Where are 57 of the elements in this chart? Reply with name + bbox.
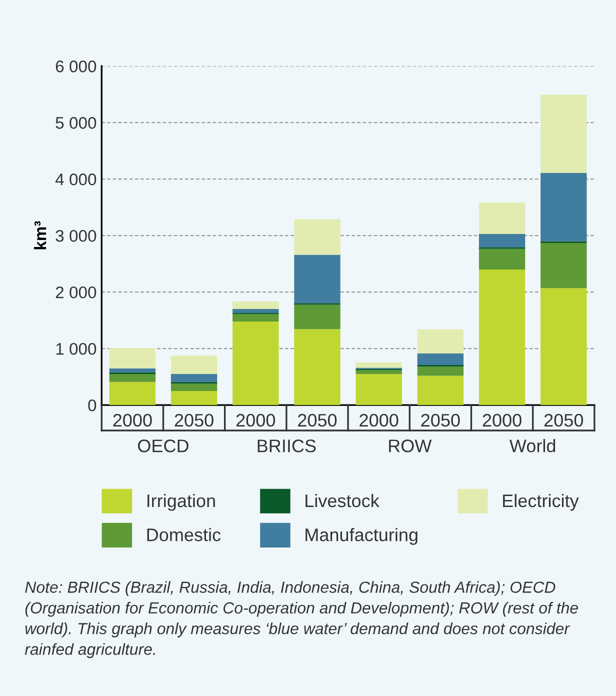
bar (170, 390, 218, 406)
bar (356, 362, 402, 368)
x-tick-label: 2000 (360, 414, 398, 427)
text: ROW (389, 440, 432, 452)
bar (540, 94, 587, 173)
bar (109, 348, 156, 368)
bar (356, 370, 402, 374)
legend-label: Irrigation (147, 494, 215, 511)
bar (294, 219, 340, 255)
text: OECD (138, 440, 188, 452)
y-tick-label: 3 000 (56, 230, 96, 242)
bar (417, 376, 464, 406)
legend-label: Livestock (306, 494, 380, 508)
bar (170, 384, 218, 391)
bar (417, 353, 464, 365)
bar (417, 366, 464, 376)
bar (294, 304, 340, 330)
bar (540, 242, 587, 288)
y-tick-label: 4 000 (55, 174, 96, 186)
x-tick-label: 2050 (421, 414, 460, 427)
bar (109, 374, 156, 382)
bar (540, 288, 587, 406)
bar (294, 329, 340, 406)
bar (232, 321, 279, 406)
y-tick-label: 5 000 (56, 117, 96, 129)
text: Note: BRIICS (Brazil, Russia, India, Indonesia, China, South Africa); OECD (Organisation for Economic Co-operation and Development); ROW (rest of the world). This graph only measures ‘blue water’ demand and does not consider rainfed agriculture. (24, 581, 578, 658)
x-tick-label: 2000 (482, 414, 522, 427)
x-tick-label: 2050 (298, 414, 337, 427)
text: World (510, 439, 556, 452)
bar (170, 356, 218, 374)
x-tick-label: 2050 (174, 414, 214, 427)
x-tick-label: 2050 (544, 414, 584, 427)
bar (478, 234, 526, 248)
legend-label: Electricity (503, 494, 579, 511)
legend-label: Manufacturing (306, 528, 418, 545)
y-tick-label: 1 000 (56, 342, 96, 355)
y-tick-label: 6 000 (56, 60, 96, 72)
x-tick-label: 2000 (236, 414, 276, 427)
bar (109, 382, 156, 406)
legend-label: Domestic (147, 528, 221, 542)
bar (232, 314, 279, 322)
bar (417, 329, 464, 354)
bar (109, 368, 156, 372)
y-axis-title: km³ (34, 221, 46, 250)
bar (478, 248, 526, 270)
bar (478, 202, 526, 234)
bar (232, 301, 279, 310)
bar (232, 309, 279, 313)
y-tick-label: 2 000 (56, 286, 96, 298)
bar (170, 374, 218, 382)
text: BRIICS (258, 440, 316, 452)
bar (356, 374, 402, 406)
bar (540, 172, 587, 242)
bar (294, 254, 340, 304)
x-tick-label: 2000 (113, 414, 152, 427)
y-tick-label: 0 (88, 399, 96, 412)
bar (478, 269, 526, 406)
